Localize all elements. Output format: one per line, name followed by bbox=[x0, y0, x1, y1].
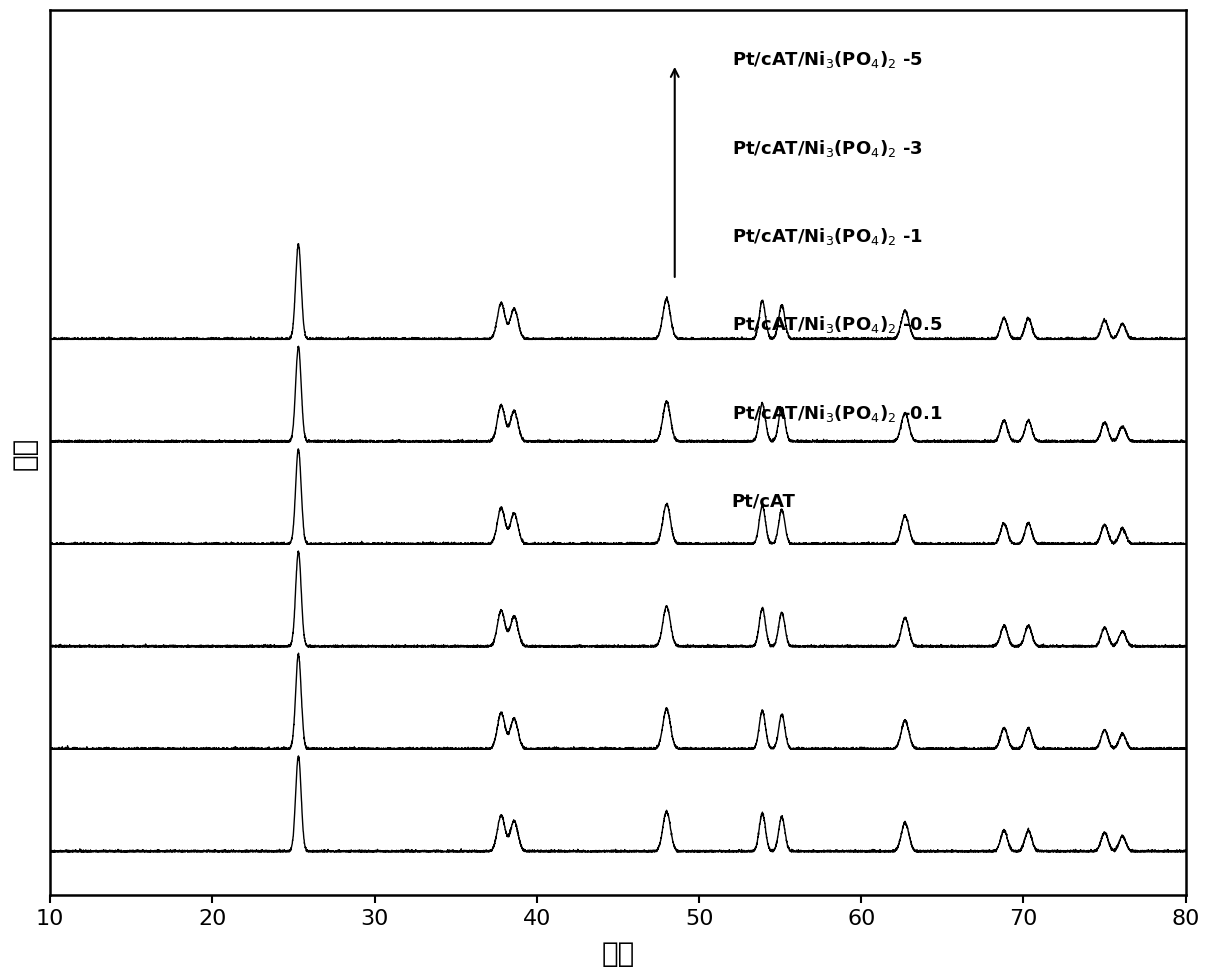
Text: Pt/cAT/Ni$_3$(PO$_4$)$_2$ -5: Pt/cAT/Ni$_3$(PO$_4$)$_2$ -5 bbox=[731, 49, 923, 70]
X-axis label: 角度: 角度 bbox=[602, 939, 635, 967]
Text: Pt/cAT/Ni$_3$(PO$_4$)$_2$ -1: Pt/cAT/Ni$_3$(PO$_4$)$_2$ -1 bbox=[731, 226, 923, 246]
Text: Pt/cAT/Ni$_3$(PO$_4$)$_2$ -3: Pt/cAT/Ni$_3$(PO$_4$)$_2$ -3 bbox=[731, 138, 923, 158]
Y-axis label: 强度: 强度 bbox=[11, 436, 39, 469]
Text: Pt/cAT/Ni$_3$(PO$_4$)$_2$ -0.1: Pt/cAT/Ni$_3$(PO$_4$)$_2$ -0.1 bbox=[731, 403, 942, 423]
Text: Pt/cAT: Pt/cAT bbox=[731, 492, 796, 511]
Text: Pt/cAT/Ni$_3$(PO$_4$)$_2$ -0.5: Pt/cAT/Ni$_3$(PO$_4$)$_2$ -0.5 bbox=[731, 314, 942, 335]
